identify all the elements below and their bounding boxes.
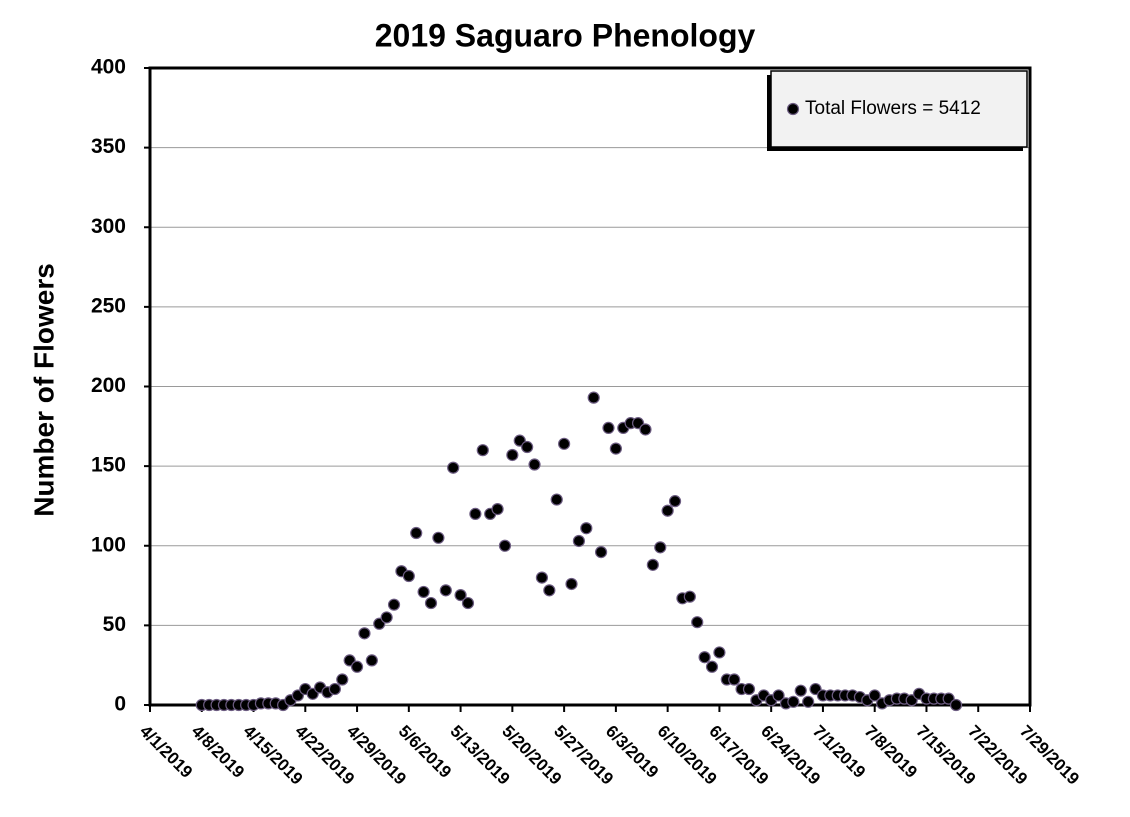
point	[469, 507, 482, 521]
point	[491, 503, 504, 516]
point	[454, 589, 467, 602]
point	[654, 541, 667, 554]
point	[787, 695, 800, 708]
point	[580, 522, 593, 535]
point	[668, 495, 682, 508]
point	[402, 569, 415, 583]
y-tick-label: 400	[91, 56, 126, 79]
point	[602, 421, 615, 435]
point	[535, 571, 549, 584]
point	[794, 684, 807, 697]
point	[772, 689, 785, 702]
point	[683, 590, 696, 603]
point	[742, 682, 756, 696]
point	[380, 611, 393, 624]
point	[387, 598, 401, 611]
x-tick-label: 4/8/2019	[188, 722, 248, 782]
legend-marker	[786, 102, 800, 116]
y-tick-label: 150	[91, 454, 126, 477]
x-tick-label: 7/8/2019	[861, 722, 921, 782]
legend	[770, 70, 1028, 148]
point	[698, 651, 711, 664]
point	[543, 584, 556, 597]
point	[646, 558, 659, 571]
y-tick-label: 100	[91, 533, 126, 556]
point	[713, 646, 726, 659]
point	[728, 673, 741, 686]
point	[572, 534, 586, 548]
y-tick-label: 300	[91, 215, 126, 238]
point	[498, 539, 512, 552]
point	[447, 461, 460, 474]
y-tick-label: 350	[91, 135, 126, 158]
point	[336, 673, 349, 686]
point	[594, 546, 608, 559]
point	[424, 596, 438, 610]
y-axis-label: Number of Flowers	[28, 263, 59, 517]
point	[432, 531, 445, 544]
point	[802, 695, 815, 708]
point	[639, 423, 652, 436]
point	[358, 627, 371, 640]
point	[328, 682, 341, 696]
point	[461, 596, 475, 610]
point	[410, 526, 423, 540]
point	[365, 654, 378, 667]
plot-frame	[148, 66, 1032, 707]
x-tick-label: 4/1/2019	[136, 722, 196, 782]
point	[417, 585, 430, 599]
chart-title: 2019 Saguaro Phenology	[375, 17, 756, 53]
legend-label: Total Flowers = 5412	[805, 98, 981, 119]
point	[691, 616, 704, 629]
point	[587, 391, 600, 404]
y-tick-label: 50	[103, 613, 126, 636]
point	[558, 437, 571, 450]
point	[949, 698, 963, 712]
point	[439, 584, 452, 597]
point	[506, 448, 519, 462]
point	[528, 458, 541, 471]
point	[609, 442, 622, 455]
point	[521, 440, 534, 454]
point	[661, 504, 674, 517]
point	[705, 660, 719, 673]
point	[550, 493, 563, 506]
y-tick-label: 200	[91, 374, 126, 397]
point	[868, 689, 881, 702]
point	[350, 660, 364, 673]
y-tick-label: 250	[91, 294, 126, 317]
point	[476, 444, 489, 457]
y-tick-label: 0	[114, 693, 126, 716]
point	[565, 577, 578, 591]
